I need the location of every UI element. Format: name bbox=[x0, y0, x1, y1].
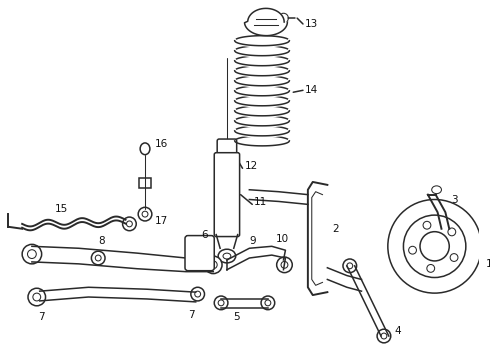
Ellipse shape bbox=[140, 143, 150, 155]
Ellipse shape bbox=[195, 291, 200, 297]
Text: 5: 5 bbox=[233, 311, 240, 321]
Circle shape bbox=[420, 232, 449, 261]
Text: 13: 13 bbox=[305, 19, 318, 29]
Text: 10: 10 bbox=[276, 234, 289, 243]
Ellipse shape bbox=[33, 293, 41, 301]
Text: 14: 14 bbox=[305, 85, 318, 95]
Ellipse shape bbox=[265, 300, 271, 306]
Ellipse shape bbox=[347, 263, 353, 269]
Ellipse shape bbox=[22, 244, 42, 264]
Ellipse shape bbox=[122, 217, 136, 231]
Text: 11: 11 bbox=[254, 197, 268, 207]
Ellipse shape bbox=[191, 287, 204, 301]
Text: 6: 6 bbox=[201, 230, 208, 240]
Ellipse shape bbox=[138, 207, 152, 221]
Circle shape bbox=[427, 265, 435, 272]
Ellipse shape bbox=[381, 333, 387, 339]
Polygon shape bbox=[245, 8, 288, 36]
Ellipse shape bbox=[214, 296, 228, 310]
Text: 9: 9 bbox=[249, 237, 256, 247]
Text: 17: 17 bbox=[155, 216, 168, 226]
FancyBboxPatch shape bbox=[217, 139, 237, 157]
Ellipse shape bbox=[126, 221, 132, 227]
Text: 16: 16 bbox=[155, 139, 168, 149]
Circle shape bbox=[403, 215, 466, 278]
Text: 12: 12 bbox=[245, 161, 258, 171]
Circle shape bbox=[423, 221, 431, 229]
Circle shape bbox=[388, 199, 482, 293]
Circle shape bbox=[450, 254, 458, 261]
Ellipse shape bbox=[343, 259, 357, 273]
Ellipse shape bbox=[28, 288, 46, 306]
FancyBboxPatch shape bbox=[139, 178, 151, 188]
Ellipse shape bbox=[218, 300, 224, 306]
Ellipse shape bbox=[209, 261, 217, 269]
Text: 2: 2 bbox=[332, 224, 339, 234]
Ellipse shape bbox=[204, 256, 222, 274]
Ellipse shape bbox=[142, 211, 148, 217]
Text: 8: 8 bbox=[98, 237, 105, 247]
Text: 15: 15 bbox=[54, 204, 68, 214]
Ellipse shape bbox=[91, 251, 105, 265]
Text: 7: 7 bbox=[38, 311, 45, 321]
Text: 4: 4 bbox=[394, 326, 401, 336]
Ellipse shape bbox=[223, 253, 231, 259]
Ellipse shape bbox=[377, 329, 391, 343]
Text: 7: 7 bbox=[188, 310, 195, 320]
Ellipse shape bbox=[432, 186, 441, 194]
Circle shape bbox=[279, 13, 288, 23]
Ellipse shape bbox=[27, 250, 36, 258]
Text: 3: 3 bbox=[451, 194, 458, 204]
Ellipse shape bbox=[218, 249, 236, 263]
Ellipse shape bbox=[95, 255, 101, 261]
Circle shape bbox=[448, 228, 456, 236]
FancyBboxPatch shape bbox=[185, 235, 214, 271]
FancyBboxPatch shape bbox=[214, 153, 240, 237]
Circle shape bbox=[409, 246, 416, 254]
Ellipse shape bbox=[261, 296, 275, 310]
Ellipse shape bbox=[281, 261, 288, 268]
Text: 1: 1 bbox=[485, 259, 490, 269]
Ellipse shape bbox=[277, 257, 292, 273]
